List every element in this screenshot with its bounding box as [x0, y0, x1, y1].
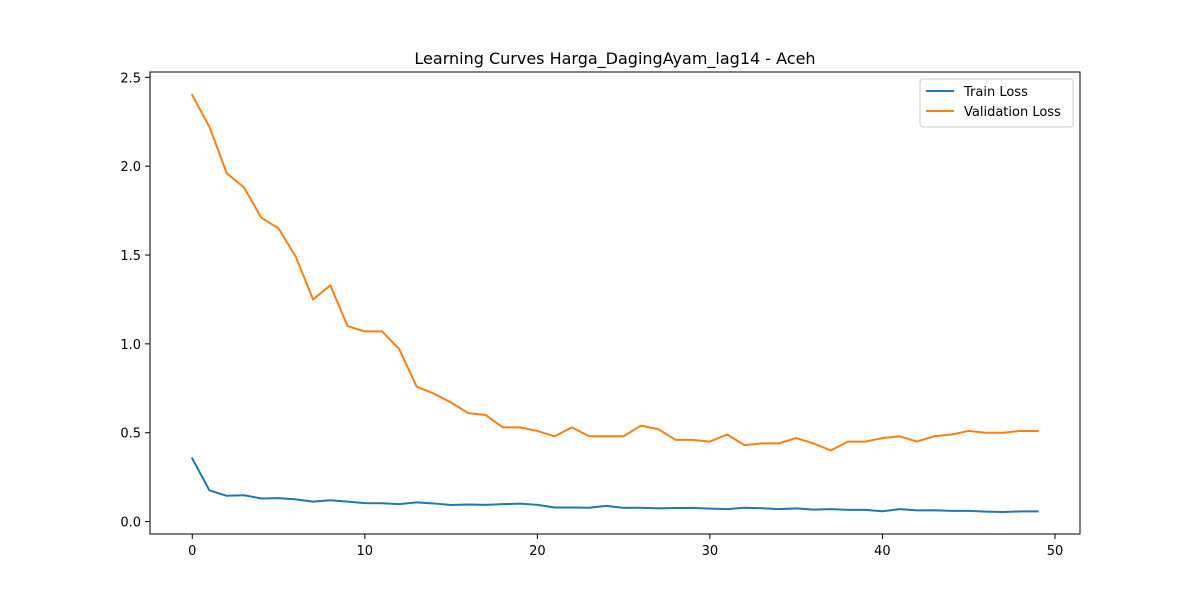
- legend-label-validation-loss: Validation Loss: [964, 105, 1061, 120]
- legend: Train Loss Validation Loss: [919, 78, 1074, 128]
- y-tick-label: 0.0: [120, 516, 141, 531]
- y-tick-label: 2.0: [120, 160, 141, 175]
- x-tick-label: 10: [357, 544, 374, 559]
- legend-label-train-loss: Train Loss: [963, 85, 1028, 100]
- x-tick-label: 20: [529, 544, 546, 559]
- x-tick-label: 30: [702, 544, 719, 559]
- y-tick-label: 2.5: [120, 71, 141, 86]
- y-tick-label: 0.5: [120, 427, 141, 442]
- y-tick-label: 1.5: [120, 249, 141, 264]
- validation-loss-line: [190, 93, 1039, 452]
- axes-layer: 0 10 20 30 40 50 0.0 0.5 1.0 1.5 2.0 2.5: [120, 71, 1081, 559]
- x-tick-label: 50: [1047, 544, 1064, 559]
- legend-box: [919, 78, 1074, 128]
- train-loss-line: [190, 457, 1039, 513]
- x-tick-label: 0: [188, 544, 196, 559]
- x-tick-label: 40: [874, 544, 891, 559]
- y-tick-label: 1.0: [120, 338, 141, 353]
- plot-frame: [149, 71, 1081, 535]
- chart-title: Learning Curves Harga_DagingAyam_lag14 -…: [414, 49, 815, 69]
- series-layer: [190, 93, 1039, 513]
